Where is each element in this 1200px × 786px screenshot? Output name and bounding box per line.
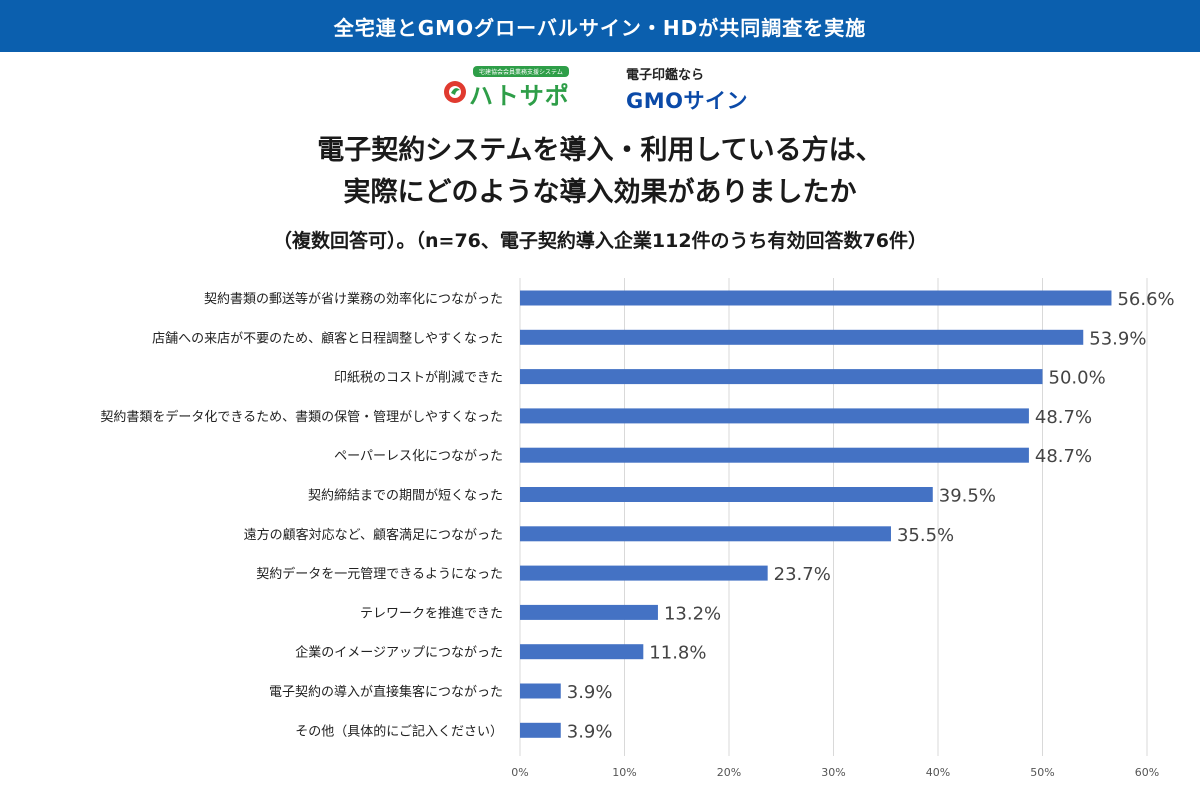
value-label: 3.9% <box>567 682 613 703</box>
bar <box>520 644 644 660</box>
x-tick-label: 40% <box>926 766 950 779</box>
gmo-sign-logo: 電子印鑑なら GMOサイン <box>626 64 796 113</box>
bar <box>520 447 1029 463</box>
value-label: 3.9% <box>567 721 613 742</box>
category-label: 契約データを一元管理できるようになった <box>256 566 503 582</box>
x-tick-label: 30% <box>821 766 845 779</box>
hatosapo-logo: 宅建協会会員業務支援システム ハトサポ <box>443 66 593 110</box>
bar <box>520 290 1112 306</box>
x-tick-label: 50% <box>1030 766 1054 779</box>
value-label: 48.7% <box>1035 407 1092 428</box>
bar <box>520 565 768 581</box>
category-label: 電子契約の導入が直接集客につながった <box>269 684 503 700</box>
bar <box>520 369 1043 385</box>
category-label: 契約書類の郵送等が省け業務の効率化につながった <box>204 291 503 307</box>
x-tick-label: 10% <box>612 766 636 779</box>
value-label: 50.0% <box>1049 368 1106 389</box>
category-label: 印紙税のコストが削減できた <box>334 370 503 386</box>
title-line-1: 電子契約システムを導入・利用している方は、 <box>317 135 883 166</box>
bar <box>520 526 891 542</box>
category-label: ペーパーレス化につながった <box>334 449 503 464</box>
header-banner: 全宅連とGMOグローバルサイン・HDが共同調査を実施 <box>0 0 1200 52</box>
hato-mark-icon <box>444 81 466 103</box>
category-label: テレワークを推進できた <box>360 606 503 621</box>
category-label: その他（具体的にご記入ください） <box>295 723 503 739</box>
chart-subtitle: （複数回答可）。（n=76、電子契約導入企業112件のうち有効回答数76件） <box>273 230 927 252</box>
value-label: 11.8% <box>649 643 706 664</box>
hatosapo-name: ハトサポ <box>469 82 570 110</box>
category-label: 契約書類をデータ化できるため、書類の保管・管理がしやすくなった <box>100 409 503 425</box>
value-label: 23.7% <box>774 564 831 585</box>
title-line-2: 実際にどのような導入効果がありましたか <box>343 177 857 208</box>
category-label: 契約締結までの期間が短くなった <box>308 488 503 504</box>
chart-title: 電子契約システムを導入・利用している方は、 実際にどのような導入効果がありました… <box>0 130 1200 214</box>
bar-chart: 0% 10% 20% 30% 40% 50% 60% 契約書類の郵送等が省け業務の効率化につな… <box>100 278 1175 779</box>
x-tick-label: 60% <box>1135 766 1159 779</box>
category-label: 企業のイメージアップにつながった <box>295 645 503 661</box>
category-label: 店舗への来店が不要のため、顧客と日程調整しやすくなった <box>152 330 503 346</box>
value-label: 35.5% <box>897 525 954 546</box>
hatosapo-tagline: 宅建協会会員業務支援システム <box>473 66 569 77</box>
logo-row: 宅建協会会員業務支援システム ハトサポ 電子印鑑なら GMOサイン <box>0 62 1200 113</box>
x-tick-label: 20% <box>717 766 741 779</box>
gmo-tagline: 電子印鑑なら <box>626 68 705 83</box>
bar <box>520 408 1029 424</box>
bar <box>520 329 1084 345</box>
bar <box>520 722 561 738</box>
value-label: 56.6% <box>1117 289 1174 310</box>
category-label: 遠方の顧客対応など、顧客満足につながった <box>244 527 503 543</box>
bar <box>520 683 561 699</box>
bar <box>520 604 658 620</box>
value-label: 39.5% <box>939 486 996 507</box>
value-label: 53.9% <box>1089 328 1146 349</box>
value-label: 48.7% <box>1035 446 1092 467</box>
bar <box>520 487 933 502</box>
value-label: 13.2% <box>664 603 721 624</box>
gmo-brand-name: GMOサイン <box>626 89 748 113</box>
x-tick-label: 0% <box>511 766 528 779</box>
